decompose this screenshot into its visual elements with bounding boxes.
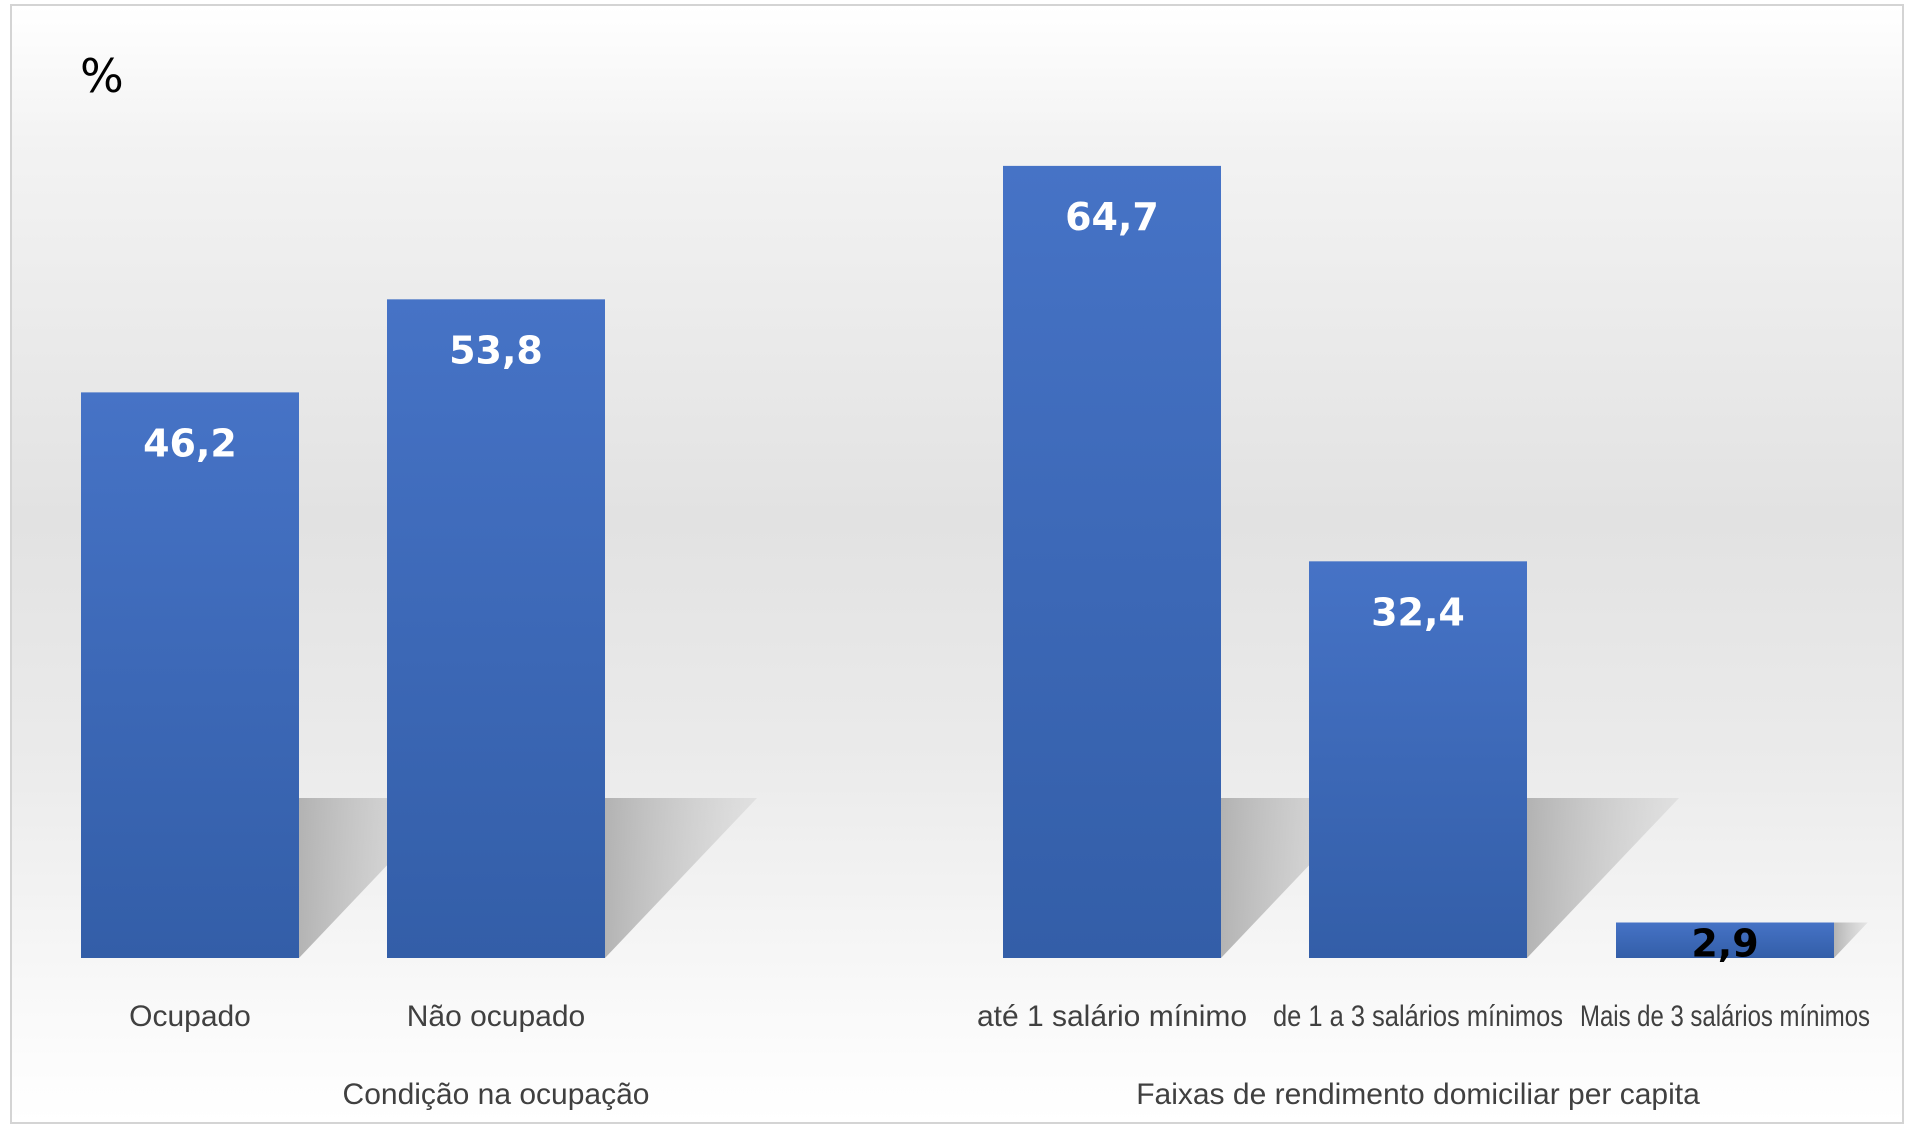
bar <box>1003 165 1221 958</box>
bar-chart: % 46,2 53,8 64,7 32,4 2,9 Ocupado Não ocupado… <box>80 49 1870 1111</box>
group-label: Faixas de rendimento domiciliar per capi… <box>1136 1078 1700 1111</box>
bar-shadow <box>605 798 757 958</box>
data-label: 32,4 <box>1371 590 1465 634</box>
bar-shadow <box>1527 798 1679 958</box>
data-label: 64,7 <box>1065 195 1159 239</box>
category-label: Não ocupado <box>407 1000 585 1033</box>
group-label: Condição na ocupação <box>343 1078 650 1111</box>
unit-label: % <box>80 49 124 103</box>
bar <box>81 392 299 958</box>
category-label: até 1 salário mínimo <box>977 1000 1247 1033</box>
category-label: de 1 a 3 salários mínimos <box>1273 1000 1563 1033</box>
category-labels: Ocupado Não ocupado até 1 salário mínimo de… <box>129 1000 1870 1033</box>
bar-shadow <box>1834 922 1868 958</box>
group-labels: Condição na ocupação Faixas de rendimento… <box>343 1078 1701 1111</box>
data-label: 53,8 <box>449 328 543 372</box>
chart-frame: % 46,2 53,8 64,7 32,4 2,9 Ocupado Não ocupado… <box>10 4 1904 1124</box>
data-label: 46,2 <box>143 421 237 465</box>
bar <box>387 299 605 958</box>
bar <box>1309 561 1527 958</box>
bars <box>81 165 1834 958</box>
value-labels: 46,2 53,8 64,7 32,4 2,9 <box>143 195 1759 966</box>
category-label: Ocupado <box>129 1000 251 1033</box>
bar <box>1616 922 1834 958</box>
data-label: 2,9 <box>1691 921 1758 965</box>
category-label: Mais de 3 salários mínimos <box>1580 1000 1870 1033</box>
